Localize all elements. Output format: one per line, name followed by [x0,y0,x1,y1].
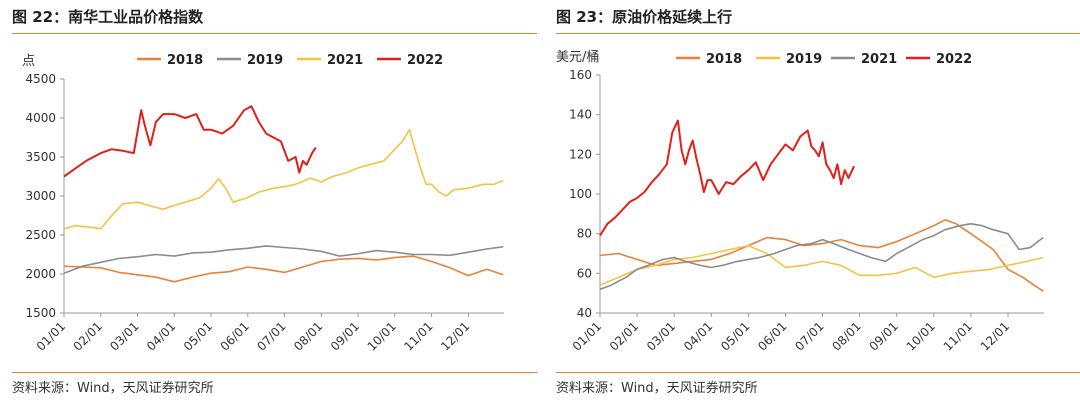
y-tick-label: 3000 [25,189,56,203]
x-tick-label: 04/01 [681,319,715,353]
series-line-2021 [63,128,504,230]
y-tick-label: 120 [569,147,592,161]
x-tick-label: 06/01 [755,319,789,353]
x-tick-label: 08/01 [829,319,863,353]
x-tick-label: 05/01 [718,319,752,353]
legend-label-2018: 2018 [167,53,203,68]
series-line-2019 [599,244,1044,286]
x-tick-label: 03/01 [107,319,141,353]
title-divider [556,33,1080,34]
series-line-2022 [599,119,856,237]
x-tick-label: 02/01 [71,319,105,353]
source-note: 资料来源：Wind，天风证券研究所 [12,381,214,396]
legend-label-2019: 2019 [247,53,283,68]
legend-label-2018: 2018 [706,52,742,67]
y-tick-label: 160 [569,68,592,82]
legend-label-2022: 2022 [936,52,972,67]
x-tick-label: 05/01 [181,319,215,353]
panel-crude-oil: 图 23：原油价格延续上行 美元/桶 40 60 80 100 120 140 160 01/0… [556,0,1080,405]
y-tick-label: 60 [577,266,592,280]
source-note: 资料来源：Wind，天风证券研究所 [556,381,758,396]
series-line-2018 [599,219,1044,292]
x-tick-label: 12/01 [978,319,1012,353]
chart-title: 图 23：原油价格延续上行 [556,8,733,26]
source-divider [12,372,537,373]
x-tick-label: 10/01 [365,319,399,353]
y-tick-label: 3500 [25,150,56,164]
x-tick-label: 08/01 [291,319,325,353]
x-tick-label: 09/01 [867,319,901,353]
x-tick-label: 12/01 [438,319,472,353]
y-axis-unit-label: 点 [22,54,35,69]
y-axis-unit-label: 美元/桶 [556,50,599,65]
x-tick-label: 09/01 [328,319,362,353]
y-tick-label: 80 [577,227,592,241]
x-tick-label: 10/01 [904,319,938,353]
series-line-2022 [63,105,317,178]
x-tick-label: 07/01 [254,319,288,353]
title-divider [12,33,537,34]
x-tick-label: 06/01 [218,319,252,353]
x-tick-label: 03/01 [644,319,678,353]
x-tick-label: 04/01 [144,319,178,353]
x-tick-label: 01/01 [34,319,68,353]
x-tick-label: 11/01 [401,319,435,353]
legend-label-2021: 2021 [861,52,897,67]
series-line-2018 [63,255,504,283]
y-tick-label: 4000 [25,111,56,125]
x-tick-label: 02/01 [607,319,641,353]
x-tick-label: 11/01 [941,319,975,353]
y-tick-label: 4500 [25,72,56,86]
y-tick-label: 140 [569,108,592,122]
series-line-2021 [599,223,1044,290]
crude-oil-chart: 美元/桶 40 60 80 100 120 140 160 01/01 02/01 03/01 04/… [556,50,1044,354]
series-line-2019 [63,245,504,274]
chart-title: 图 22：南华工业品价格指数 [12,8,204,26]
y-tick-label: 1500 [25,306,56,320]
legend-label-2021: 2021 [327,53,363,68]
y-tick-label: 2000 [25,267,56,281]
y-tick-label: 2500 [25,228,56,242]
y-tick-label: 100 [569,187,592,201]
x-tick-label: 07/01 [792,319,826,353]
legend-label-2022: 2022 [407,53,443,68]
panel-nanhua-index: 图 22：南华工业品价格指数 点 1500 2000 2500 3000 3500 4000… [12,0,537,405]
source-divider [556,372,1080,373]
legend-label-2019: 2019 [786,52,822,67]
x-tick-label: 01/01 [570,319,604,353]
y-tick-label: 40 [577,306,592,320]
